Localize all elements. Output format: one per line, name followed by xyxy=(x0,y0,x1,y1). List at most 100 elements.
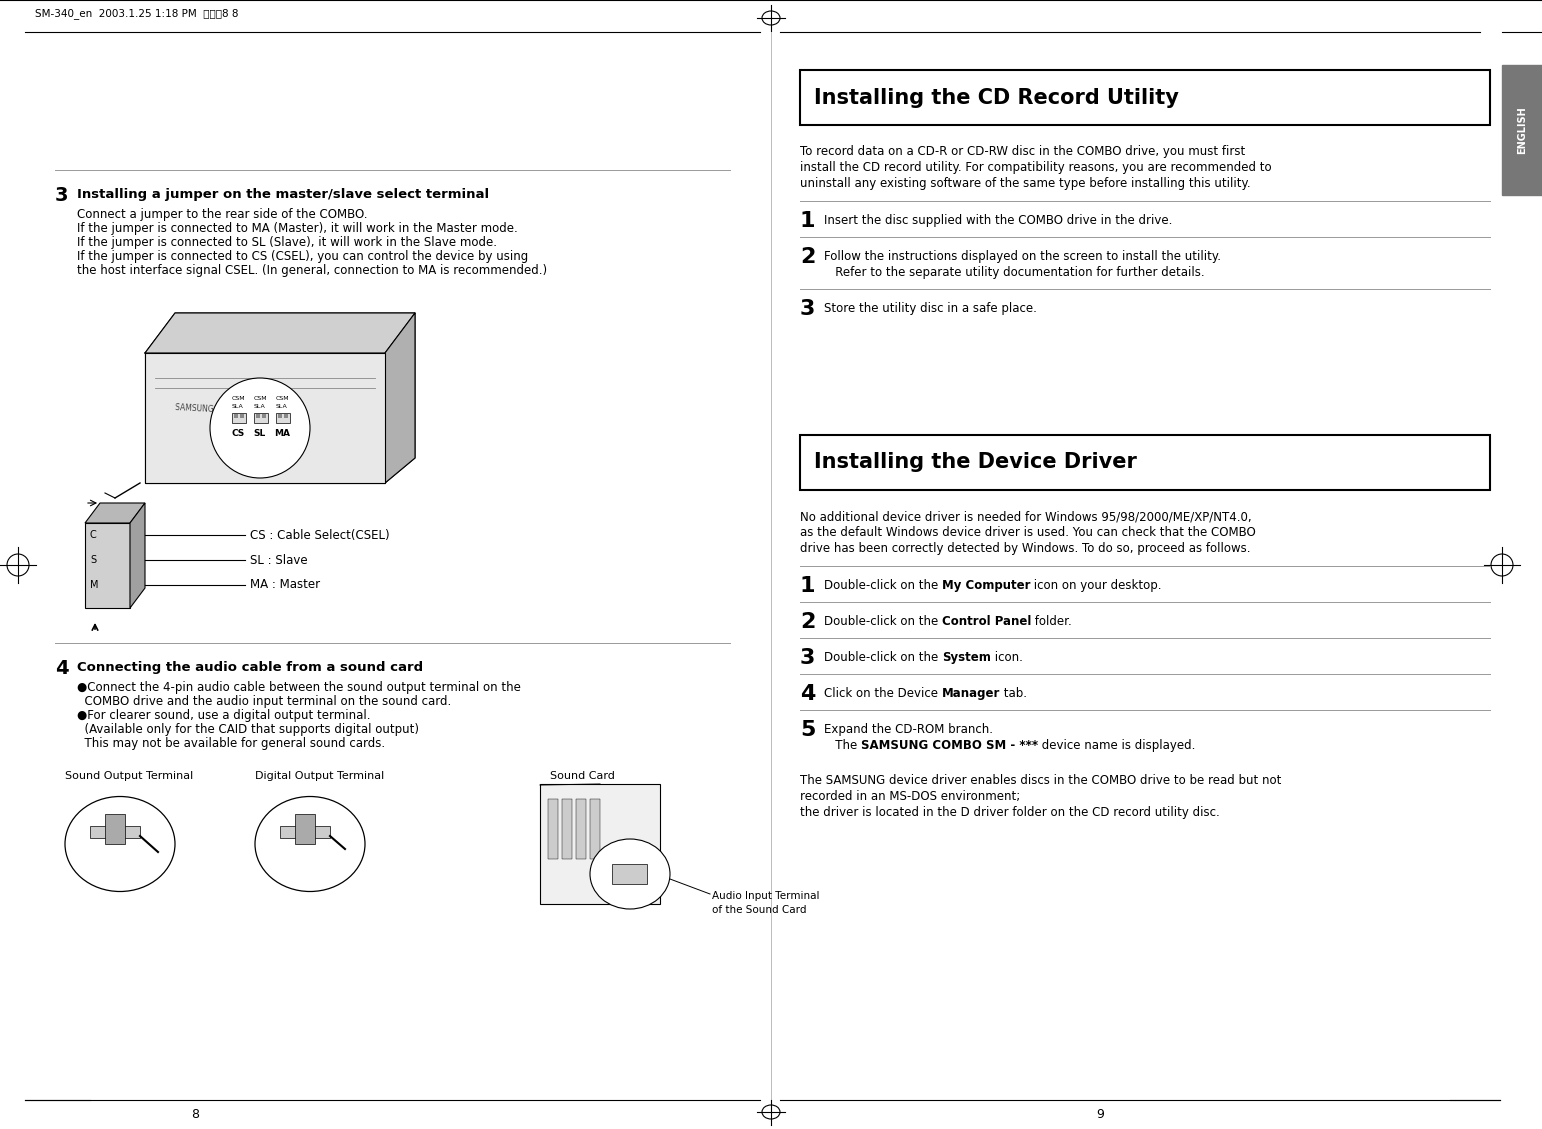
Text: CSM: CSM xyxy=(231,395,245,401)
Bar xyxy=(256,414,261,418)
Text: This may not be available for general sound cards.: This may not be available for general so… xyxy=(77,737,386,750)
Bar xyxy=(284,414,288,418)
Bar xyxy=(254,413,268,423)
Text: SAMSUNG COMBO: SAMSUNG COMBO xyxy=(174,403,245,415)
Text: Installing the CD Record Utility: Installing the CD Record Utility xyxy=(814,88,1180,107)
Text: Installing a jumper on the master/slave select terminal: Installing a jumper on the master/slave … xyxy=(77,189,489,201)
Text: Follow the instructions displayed on the screen to install the utility.: Follow the instructions displayed on the… xyxy=(823,250,1221,263)
Text: Connect a jumper to the rear side of the COMBO.: Connect a jumper to the rear side of the… xyxy=(77,208,367,221)
Polygon shape xyxy=(85,523,130,609)
Text: MA : Master: MA : Master xyxy=(250,578,321,592)
Text: M: M xyxy=(89,580,99,590)
Text: the driver is located in the D driver folder on the CD record utility disc.: the driver is located in the D driver fo… xyxy=(800,806,1220,819)
Bar xyxy=(262,414,267,418)
Text: SAMSUNG COMBO SM - ***: SAMSUNG COMBO SM - *** xyxy=(860,739,1038,752)
Text: 3: 3 xyxy=(56,186,68,205)
Bar xyxy=(231,413,247,423)
Text: CS: CS xyxy=(231,429,245,438)
Text: recorded in an MS-DOS environment;: recorded in an MS-DOS environment; xyxy=(800,790,1021,803)
Text: icon.: icon. xyxy=(992,651,1022,664)
Text: C: C xyxy=(89,530,97,540)
Text: Double-click on the: Double-click on the xyxy=(823,651,942,664)
Text: SL : Slave: SL : Slave xyxy=(250,553,307,567)
Text: ENGLISH: ENGLISH xyxy=(1517,106,1527,154)
Text: ●For clearer sound, use a digital output terminal.: ●For clearer sound, use a digital output… xyxy=(77,709,370,723)
Bar xyxy=(1502,65,1542,195)
Text: Double-click on the: Double-click on the xyxy=(823,579,942,592)
Bar xyxy=(89,826,140,838)
Text: Sound Output Terminal: Sound Output Terminal xyxy=(65,771,193,781)
Ellipse shape xyxy=(65,796,174,892)
Text: 1: 1 xyxy=(800,211,816,231)
Text: 8: 8 xyxy=(191,1108,199,1120)
Polygon shape xyxy=(145,313,415,353)
Text: If the jumper is connected to MA (Master), it will work in the Master mode.: If the jumper is connected to MA (Master… xyxy=(77,222,518,235)
Text: SL: SL xyxy=(254,429,267,438)
Text: Connecting the audio cable from a sound card: Connecting the audio cable from a sound … xyxy=(77,660,423,674)
Bar xyxy=(561,799,572,859)
Bar xyxy=(276,413,290,423)
Bar xyxy=(577,799,586,859)
Text: 2: 2 xyxy=(800,612,816,632)
Text: 4: 4 xyxy=(800,684,816,704)
Text: MA: MA xyxy=(274,429,290,438)
Text: Click on the Device: Click on the Device xyxy=(823,688,942,700)
Text: Audio Input Terminal: Audio Input Terminal xyxy=(712,891,819,901)
Text: Refer to the separate utility documentation for further details.: Refer to the separate utility documentat… xyxy=(823,266,1204,279)
Bar xyxy=(612,864,648,884)
Bar xyxy=(241,414,244,418)
Circle shape xyxy=(210,378,310,478)
Text: No additional device driver is needed for Windows 95/98/2000/ME/XP/NT4.0,: No additional device driver is needed fo… xyxy=(800,510,1252,523)
Text: To record data on a CD-R or CD-RW disc in the COMBO drive, you must first: To record data on a CD-R or CD-RW disc i… xyxy=(800,145,1246,158)
Text: The: The xyxy=(823,739,860,752)
Bar xyxy=(234,414,237,418)
Ellipse shape xyxy=(254,796,365,892)
Text: as the default Windows device driver is used. You can check that the COMBO: as the default Windows device driver is … xyxy=(800,526,1255,539)
Text: icon on your desktop.: icon on your desktop. xyxy=(1030,579,1163,592)
Polygon shape xyxy=(85,504,145,523)
Text: The SAMSUNG device driver enables discs in the COMBO drive to be read but not: The SAMSUNG device driver enables discs … xyxy=(800,774,1281,787)
Text: CS : Cable Select(CSEL): CS : Cable Select(CSEL) xyxy=(250,528,390,542)
Text: tab.: tab. xyxy=(1001,688,1027,700)
Text: Sound Card: Sound Card xyxy=(550,771,615,781)
Text: 2: 2 xyxy=(800,247,816,266)
Bar xyxy=(547,799,558,859)
Text: SLA: SLA xyxy=(233,403,244,409)
Text: Digital Output Terminal: Digital Output Terminal xyxy=(254,771,384,781)
Text: 4: 4 xyxy=(56,659,69,679)
Bar xyxy=(281,826,330,838)
Text: SM-340_en  2003.1.25 1:18 PM  페이질8 8: SM-340_en 2003.1.25 1:18 PM 페이질8 8 xyxy=(35,9,239,19)
Ellipse shape xyxy=(591,839,671,909)
Bar xyxy=(105,814,125,844)
Text: of the Sound Card: of the Sound Card xyxy=(712,905,806,914)
Text: If the jumper is connected to CS (CSEL), you can control the device by using: If the jumper is connected to CS (CSEL),… xyxy=(77,250,529,263)
Text: 3: 3 xyxy=(800,299,816,320)
Text: Double-click on the: Double-click on the xyxy=(823,615,942,628)
Text: uninstall any existing software of the same type before installing this utility.: uninstall any existing software of the s… xyxy=(800,177,1251,190)
Polygon shape xyxy=(145,353,386,483)
Text: the host interface signal CSEL. (In general, connection to MA is recommended.): the host interface signal CSEL. (In gene… xyxy=(77,264,547,277)
Text: Manager: Manager xyxy=(942,688,1001,700)
Text: ●Connect the 4-pin audio cable between the sound output terminal on the: ●Connect the 4-pin audio cable between t… xyxy=(77,681,521,694)
Text: 5: 5 xyxy=(800,720,816,739)
Text: device name is displayed.: device name is displayed. xyxy=(1038,739,1195,752)
Text: COMBO drive and the audio input terminal on the sound card.: COMBO drive and the audio input terminal… xyxy=(77,695,452,708)
Bar xyxy=(591,799,600,859)
Polygon shape xyxy=(386,313,415,483)
Text: 9: 9 xyxy=(1096,1108,1104,1120)
Text: drive has been correctly detected by Windows. To do so, proceed as follows.: drive has been correctly detected by Win… xyxy=(800,542,1251,555)
Polygon shape xyxy=(130,504,145,609)
Text: 3: 3 xyxy=(800,648,816,668)
Bar xyxy=(295,814,315,844)
Text: System: System xyxy=(942,651,992,664)
Text: 1: 1 xyxy=(800,576,816,596)
Text: install the CD record utility. For compatibility reasons, you are recommended to: install the CD record utility. For compa… xyxy=(800,161,1272,174)
Bar xyxy=(800,435,1490,490)
Text: Insert the disc supplied with the COMBO drive in the drive.: Insert the disc supplied with the COMBO … xyxy=(823,215,1172,227)
Bar xyxy=(278,414,282,418)
Bar xyxy=(540,784,660,904)
Text: SLA: SLA xyxy=(254,403,265,409)
Text: Installing the Device Driver: Installing the Device Driver xyxy=(814,453,1136,473)
Text: SLA: SLA xyxy=(276,403,288,409)
Text: folder.: folder. xyxy=(1032,615,1072,628)
